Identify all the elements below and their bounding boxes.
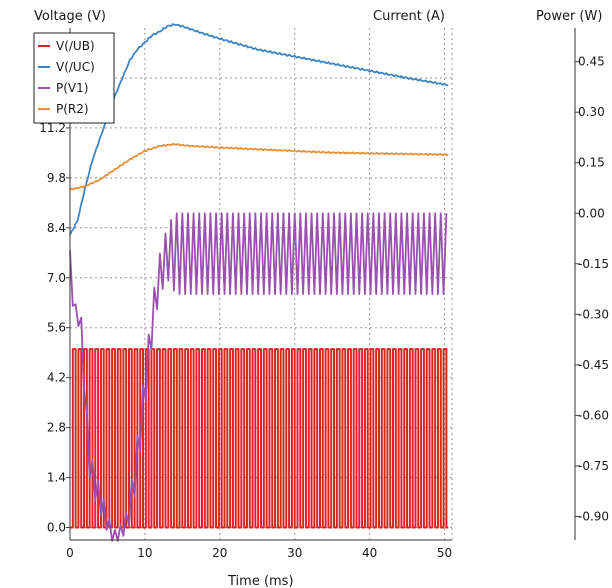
y-right-tick-label: -0.30 <box>578 307 609 321</box>
y-right-tick-label: 0.30 <box>578 105 605 119</box>
y-right-tick-label: 0.45 <box>578 55 605 69</box>
legend-label-uc: V(/UC) <box>56 60 95 74</box>
legend-label-pr2: P(R2) <box>56 102 89 116</box>
series-line-1 <box>69 23 449 236</box>
legend-label-pv1: P(V1) <box>56 81 88 95</box>
y-right-tick-label: -0.60 <box>578 408 609 422</box>
x-tick-label: 10 <box>137 546 152 560</box>
x-tick-label: 0 <box>66 546 74 560</box>
series-line-2 <box>69 212 448 542</box>
y-left-tick-label: 4.2 <box>47 371 66 385</box>
x-tick-label: 40 <box>362 546 377 560</box>
y-left-tick-label: 5.6 <box>47 321 66 335</box>
x-tick-label: 20 <box>212 546 227 560</box>
y-right-tick-label: 0.15 <box>578 156 605 170</box>
y-left-tick-label: 9.8 <box>47 171 66 185</box>
ticks: 010203040500.01.42.84.25.67.08.49.811.21… <box>39 55 609 560</box>
y-right-tick-label: -0.45 <box>578 358 609 372</box>
y-middle-label: Current (A) <box>373 9 445 24</box>
x-tick-label: 50 <box>437 546 452 560</box>
y-right-tick-label: -0.15 <box>578 257 609 271</box>
y-left-tick-label: 8.4 <box>47 221 66 235</box>
y-left-tick-label: 2.8 <box>47 421 66 435</box>
y-right-tick-label: -0.90 <box>578 509 609 523</box>
legend-label-ub: V(/UB) <box>56 39 95 53</box>
y-left-tick-label: 7.0 <box>47 271 66 285</box>
y-right-label: Power (W) <box>536 9 602 24</box>
y-right-tick-label: 0.00 <box>578 206 605 220</box>
series-line-0 <box>70 348 449 529</box>
y-left-tick-label: 11.2 <box>39 121 66 135</box>
y-left-label: Voltage (V) <box>34 9 106 24</box>
y-left-tick-label: 1.4 <box>47 471 66 485</box>
series-layer <box>69 23 449 542</box>
series-line-3 <box>69 142 449 191</box>
x-axis-label: Time (ms) <box>227 574 294 588</box>
legend: V(/UB) V(/UC) P(V1) P(R2) <box>33 32 115 124</box>
y-left-tick-label: 0.0 <box>47 521 66 535</box>
x-tick-label: 30 <box>287 546 302 560</box>
y-right-tick-label: -0.75 <box>578 459 609 473</box>
